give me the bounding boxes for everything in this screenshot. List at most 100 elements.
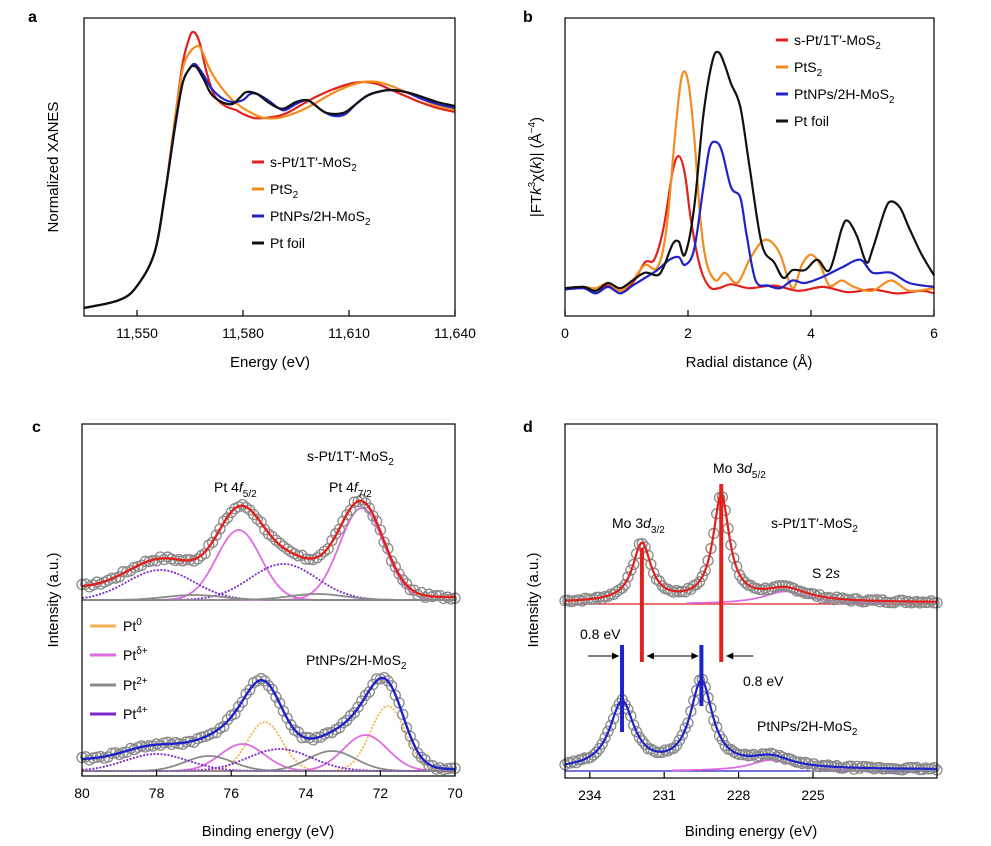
data-point (882, 596, 895, 609)
panel-c-x-ticks: 80 78 76 74 72 70 (74, 770, 463, 801)
data-point (292, 550, 304, 562)
legend-sup: 0 (136, 617, 142, 628)
panel-c-curves (76, 494, 461, 776)
data-point (676, 729, 688, 741)
label-text: Pt 4 (329, 479, 354, 495)
data-point (359, 689, 372, 702)
ylabel-end: ) (528, 117, 545, 122)
panel-a-label: a (28, 9, 37, 26)
data-point (352, 701, 364, 713)
envelope-fit (81, 676, 456, 771)
panel-c-legend-item: Ptδ+ (123, 646, 148, 663)
data-point (668, 742, 680, 755)
x-tick-label: 4 (807, 325, 815, 341)
data-point (610, 585, 623, 598)
data-point (292, 726, 304, 738)
label-text: Mo 3 (612, 515, 643, 531)
data-point (596, 738, 608, 750)
label-text: PtNPs/2H-MoS (757, 718, 852, 734)
data-point (619, 579, 631, 591)
shift-arrow-head (691, 652, 699, 660)
data-point (705, 702, 717, 714)
ylabel-sup: −4 (527, 121, 538, 133)
data-point (702, 554, 714, 567)
x-tick-label: 6 (930, 325, 938, 341)
label-f: f (239, 479, 245, 495)
data-point (389, 561, 401, 573)
data-point (251, 513, 263, 525)
ylabel-chi: χ( (528, 169, 545, 182)
data-point (303, 553, 316, 565)
fit-line (564, 678, 937, 770)
panel-a: a 11,550 11,580 11,610 11,640 Energy (eV) N… (28, 9, 476, 371)
panel-b-curves (564, 50, 935, 295)
component-peak (81, 750, 455, 772)
data-point (693, 576, 706, 588)
data-point (426, 760, 439, 772)
panel-b-frame (564, 17, 935, 317)
panel-c-ylabel: Intensity (a.u.) (45, 552, 62, 647)
data-point (911, 761, 923, 774)
legend-sub: 2 (293, 190, 299, 201)
data-point (344, 710, 357, 722)
data-point (719, 740, 731, 752)
panel-a-legend-item: Pt foil (270, 235, 305, 251)
data-point (699, 564, 711, 577)
label-text: Pt 4 (214, 479, 239, 495)
fit-line (565, 493, 937, 603)
panel-d-ylabel: Intensity (a.u.) (525, 552, 542, 647)
data-point (397, 708, 409, 721)
panel-d-xlabel: Binding energy (eV) (685, 823, 818, 840)
label-text: s-Pt/1T′-MoS (307, 448, 388, 464)
exafs-line (564, 70, 935, 293)
legend-sub: 2 (889, 95, 895, 106)
data-point (679, 722, 691, 734)
x-tick-label: 11,580 (222, 325, 264, 341)
data-point (739, 576, 751, 589)
panel-b-legend-item: PtS2 (794, 59, 823, 79)
data-point (400, 577, 413, 590)
panel-a-x-ticks: 11,550 11,580 11,610 11,640 (116, 310, 476, 341)
data-point (851, 760, 863, 773)
panel-d-shift-right-label: 0.8 eV (743, 673, 784, 689)
label-d: d (744, 460, 753, 476)
data-point (636, 735, 648, 747)
panel-d: d 234 231 228 225 Binding energy (eV) Inten… (523, 419, 943, 840)
panel-b-x-ticks: 0 2 4 6 (561, 310, 938, 341)
panel-a-legend-item: PtS2 (270, 181, 299, 201)
data-point (696, 570, 709, 582)
data-point (277, 705, 290, 717)
panel-c-label: c (32, 419, 41, 436)
data-point (218, 515, 230, 527)
data-point (856, 760, 869, 773)
panel-a-legend: s-Pt/1T′-MoS2 PtS2 PtNPs/2H-MoS2 Pt foil (252, 154, 371, 251)
data-point (203, 539, 215, 551)
label-sub: 2 (852, 727, 858, 738)
panel-c-legend-item: Pt2+ (123, 676, 148, 693)
legend-sub: 2 (875, 41, 881, 52)
data-point (773, 579, 786, 592)
x-tick-label: 0 (561, 325, 569, 341)
data-point (385, 680, 398, 692)
data-point (356, 494, 368, 506)
panel-b-legend-item: s-Pt/1T′-MoS2 (794, 32, 881, 52)
x-tick-label: 80 (74, 785, 90, 801)
s2s-component (671, 759, 871, 772)
data-point (225, 506, 237, 519)
data-point (218, 720, 230, 733)
panel-d-mo3d52-label: Mo 3d5/2 (713, 460, 766, 481)
panel-d-mo3d32-label: Mo 3d3/2 (612, 515, 665, 536)
data-point (590, 746, 603, 758)
legend-sub: 2 (817, 68, 823, 79)
panel-a-legend-item: s-Pt/1T′-MoS2 (270, 154, 357, 174)
label-d: d (643, 515, 652, 531)
data-point (616, 582, 628, 594)
legend-text: s-Pt/1T′-MoS (794, 32, 875, 48)
legend-sup: δ+ (136, 646, 148, 657)
x-tick-label: 2 (684, 325, 692, 341)
legend-text: Pt (123, 618, 136, 634)
data-point (685, 705, 697, 717)
panel-a-curves (83, 30, 456, 310)
data-point (397, 574, 409, 586)
panel-c-top-sample-label: s-Pt/1T′-MoS2 (307, 448, 394, 468)
